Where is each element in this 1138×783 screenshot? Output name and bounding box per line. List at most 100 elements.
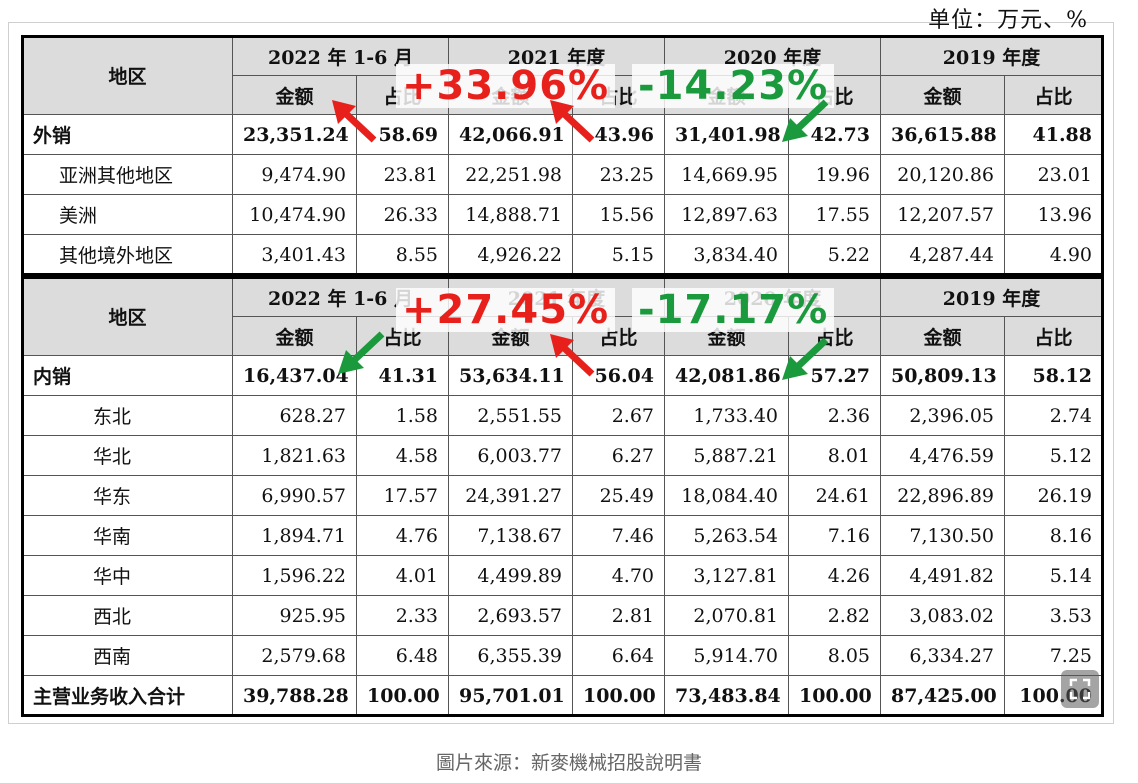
amount-cell: 5,914.70 xyxy=(664,635,789,676)
amount-cell: 3,083.02 xyxy=(880,595,1005,636)
amount-cell: 4,287.44 xyxy=(880,234,1005,275)
amount-cell: 1,821.63 xyxy=(232,435,357,476)
share-cell: 19.96 xyxy=(788,154,881,195)
red-arrow-icon xyxy=(550,334,595,377)
export-table: 地区 2022 年 1-6 月 2021 年度 2020 年度 2019 年度 … xyxy=(21,35,1104,276)
share-cell: 41.88 xyxy=(1004,114,1103,155)
share-cell: 4.90 xyxy=(1004,234,1103,275)
share-cell: 23.81 xyxy=(356,154,449,195)
table-row: 主营业务收入合计 39,788.28 100.00 95,701.01 100.00 73… xyxy=(22,675,1103,716)
share-cell: 5.14 xyxy=(1004,555,1103,596)
share-cell: 24.61 xyxy=(788,475,881,516)
amount-cell: 3,834.40 xyxy=(664,234,789,275)
export-2021-change-label: +33.96% xyxy=(396,64,616,108)
period-header: 2019 年度 xyxy=(880,36,1103,76)
row-label: 西南 xyxy=(22,635,233,676)
amount-cell: 7,138.67 xyxy=(448,515,573,556)
share-cell: 2.67 xyxy=(572,395,665,436)
amount-cell: 1,894.71 xyxy=(232,515,357,556)
share-header: 占比 xyxy=(788,316,881,356)
share-cell: 2.36 xyxy=(788,395,881,436)
amount-cell: 6,990.57 xyxy=(232,475,357,516)
amount-cell: 2,579.68 xyxy=(232,635,357,676)
amount-cell: 1,733.40 xyxy=(664,395,789,436)
export-2020-change-label: -14.23% xyxy=(632,64,835,108)
amount-cell: 95,701.01 xyxy=(448,675,573,716)
share-header: 占比 xyxy=(1004,316,1103,356)
image-caption: 圖片來源：新麥機械招股說明書 xyxy=(435,752,702,774)
amount-cell: 6,003.77 xyxy=(448,435,573,476)
amount-cell: 10,474.90 xyxy=(232,194,357,235)
share-cell: 17.57 xyxy=(356,475,449,516)
share-cell: 100.00 xyxy=(356,675,449,716)
amount-cell: 2,551.55 xyxy=(448,395,573,436)
share-cell: 17.55 xyxy=(788,194,881,235)
amount-cell: 9,474.90 xyxy=(232,154,357,195)
share-cell: 8.05 xyxy=(788,635,881,676)
row-label: 内销 xyxy=(22,355,233,396)
amount-cell: 2,693.57 xyxy=(448,595,573,636)
table-row: 华南 1,894.71 4.76 7,138.67 7.46 5,263.54 7.16 7,… xyxy=(22,515,1103,556)
amount-header: 金额 xyxy=(880,75,1005,115)
share-cell: 25.49 xyxy=(572,475,665,516)
share-cell: 43.96 xyxy=(572,114,665,155)
table-row: 东北 628.27 1.58 2,551.55 2.67 1,733.40 2.36 2,39… xyxy=(22,395,1103,436)
amount-cell: 2,070.81 xyxy=(664,595,789,636)
period-header: 2019 年度 xyxy=(880,277,1103,317)
share-cell: 58.12 xyxy=(1004,355,1103,396)
table-row: 西北 925.95 2.33 2,693.57 2.81 2,070.81 2.82 3,08… xyxy=(22,595,1103,636)
share-cell: 3.53 xyxy=(1004,595,1103,636)
unit-label: 单位：万元、% xyxy=(928,8,1088,33)
amount-cell: 925.95 xyxy=(232,595,357,636)
amount-cell: 4,499.89 xyxy=(448,555,573,596)
amount-cell: 12,207.57 xyxy=(880,194,1005,235)
share-cell: 1.58 xyxy=(356,395,449,436)
amount-cell: 39,788.28 xyxy=(232,675,357,716)
amount-cell: 6,334.27 xyxy=(880,635,1005,676)
amount-cell: 2,396.05 xyxy=(880,395,1005,436)
share-cell: 26.19 xyxy=(1004,475,1103,516)
region-header: 地区 xyxy=(22,277,233,356)
share-cell: 5.15 xyxy=(572,234,665,275)
amount-cell: 42,081.86 xyxy=(664,355,789,396)
amount-cell: 16,437.04 xyxy=(232,355,357,396)
share-cell: 56.04 xyxy=(572,355,665,396)
domestic-table: 地区 2022 年 1-6 月 2021 年度 2020 年度 2019 年度 … xyxy=(21,276,1104,717)
green-arrow-icon xyxy=(338,331,385,374)
table-row: 华中 1,596.22 4.01 4,499.89 4.70 3,127.81 4.26 4,… xyxy=(22,555,1103,596)
row-label: 华东 xyxy=(22,475,233,516)
share-header: 占比 xyxy=(1004,75,1103,115)
table-row: 美洲 10,474.90 26.33 14,888.71 15.56 12,897.63 1… xyxy=(22,194,1103,235)
green-arrow-icon xyxy=(782,337,829,380)
amount-cell: 23,351.24 xyxy=(232,114,357,155)
amount-cell: 53,634.11 xyxy=(448,355,573,396)
share-cell: 7.46 xyxy=(572,515,665,556)
share-cell: 100.00 xyxy=(572,675,665,716)
amount-cell: 628.27 xyxy=(232,395,357,436)
region-header: 地区 xyxy=(22,36,233,115)
share-cell: 2.81 xyxy=(572,595,665,636)
amount-cell: 87,425.00 xyxy=(880,675,1005,716)
amount-header: 金额 xyxy=(232,316,357,356)
expand-icon[interactable] xyxy=(1061,670,1099,708)
amount-cell: 14,888.71 xyxy=(448,194,573,235)
row-label: 外销 xyxy=(22,114,233,155)
share-cell: 8.55 xyxy=(356,234,449,275)
amount-cell: 24,391.27 xyxy=(448,475,573,516)
amount-cell: 14,669.95 xyxy=(664,154,789,195)
amount-cell: 20,120.86 xyxy=(880,154,1005,195)
table-row: 其他境外地区 3,401.43 8.55 4,926.22 5.15 3,834.40 5.… xyxy=(22,234,1103,275)
share-cell: 15.56 xyxy=(572,194,665,235)
amount-cell: 5,263.54 xyxy=(664,515,789,556)
share-cell: 5.12 xyxy=(1004,435,1103,476)
share-cell: 2.82 xyxy=(788,595,881,636)
domestic-2020-change-label: -17.17% xyxy=(632,288,835,332)
amount-cell: 1,596.22 xyxy=(232,555,357,596)
share-cell: 4.76 xyxy=(356,515,449,556)
row-label: 亚洲其他地区 xyxy=(22,154,233,195)
green-arrow-icon xyxy=(782,99,829,142)
share-cell: 6.64 xyxy=(572,635,665,676)
share-cell: 26.33 xyxy=(356,194,449,235)
amount-header: 金额 xyxy=(880,316,1005,356)
amount-cell: 22,251.98 xyxy=(448,154,573,195)
